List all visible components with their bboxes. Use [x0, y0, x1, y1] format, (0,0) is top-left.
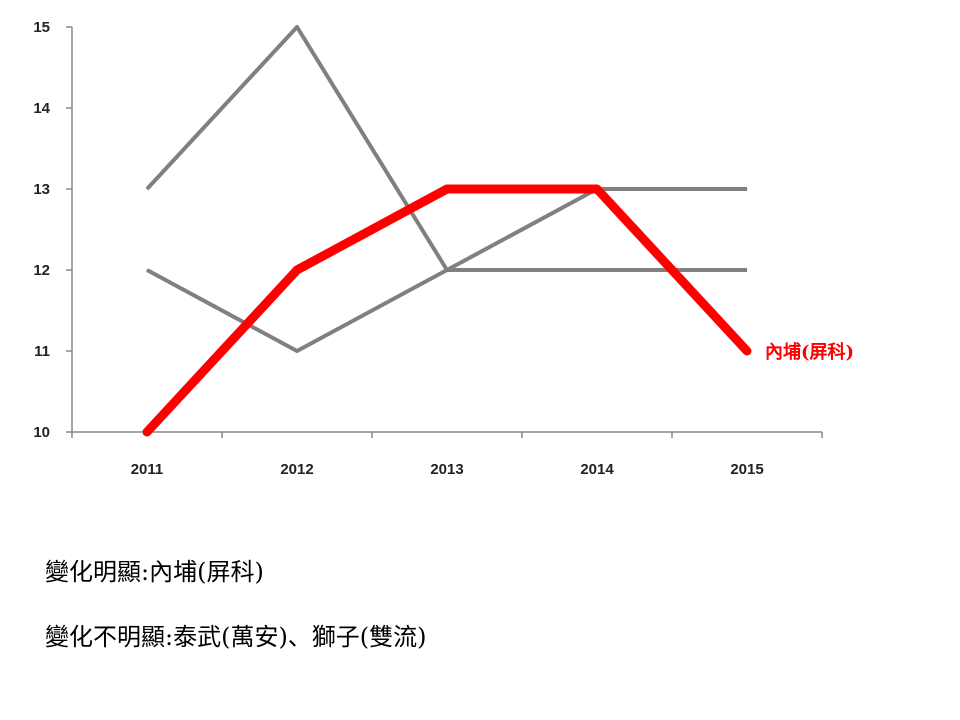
- y-tick-label: 12: [33, 262, 50, 279]
- series-line-0: [145, 25, 747, 272]
- y-tick-label: 15: [33, 19, 50, 36]
- chart-axes: [66, 26, 823, 438]
- data-point: [296, 350, 298, 352]
- data-point: [746, 269, 748, 271]
- data-point: [296, 269, 298, 271]
- chart-labels: 10 11 12 13 14 15 2011 2012 2013 2014 2015 內埔(屏科): [33, 19, 854, 478]
- line-chart: 10 11 12 13 14 15 2011 2012 2013 2014 2015 內埔(屏科): [33, 19, 854, 478]
- y-tick-label: 13: [33, 181, 50, 198]
- x-tick-label: 2011: [131, 461, 164, 478]
- x-tick-label: 2014: [580, 461, 614, 478]
- series-label: 內埔(屏科): [765, 341, 854, 363]
- note-significant-change: 變化明顯:內埔(屏科): [45, 558, 264, 586]
- data-point: [596, 188, 598, 190]
- data-point: [746, 350, 748, 352]
- y-tick-label: 10: [33, 424, 50, 441]
- data-point: [296, 26, 298, 28]
- x-tick-label: 2013: [430, 461, 463, 478]
- data-point: [446, 188, 448, 190]
- note-insignificant-change: 變化不明顯:泰武(萬安)、獅子(雙流): [45, 623, 427, 651]
- x-tick-label: 2015: [730, 461, 763, 478]
- data-point: [746, 188, 748, 190]
- y-tick-label: 11: [34, 343, 50, 360]
- chart-series: [142, 25, 752, 437]
- x-tick-label: 2012: [280, 461, 313, 478]
- data-point: [446, 269, 448, 271]
- data-point: [146, 431, 148, 433]
- y-tick-label: 14: [33, 100, 50, 117]
- data-point: [146, 188, 148, 190]
- data-point: [596, 269, 598, 271]
- data-point: [146, 269, 148, 271]
- series-line-2: [142, 184, 752, 437]
